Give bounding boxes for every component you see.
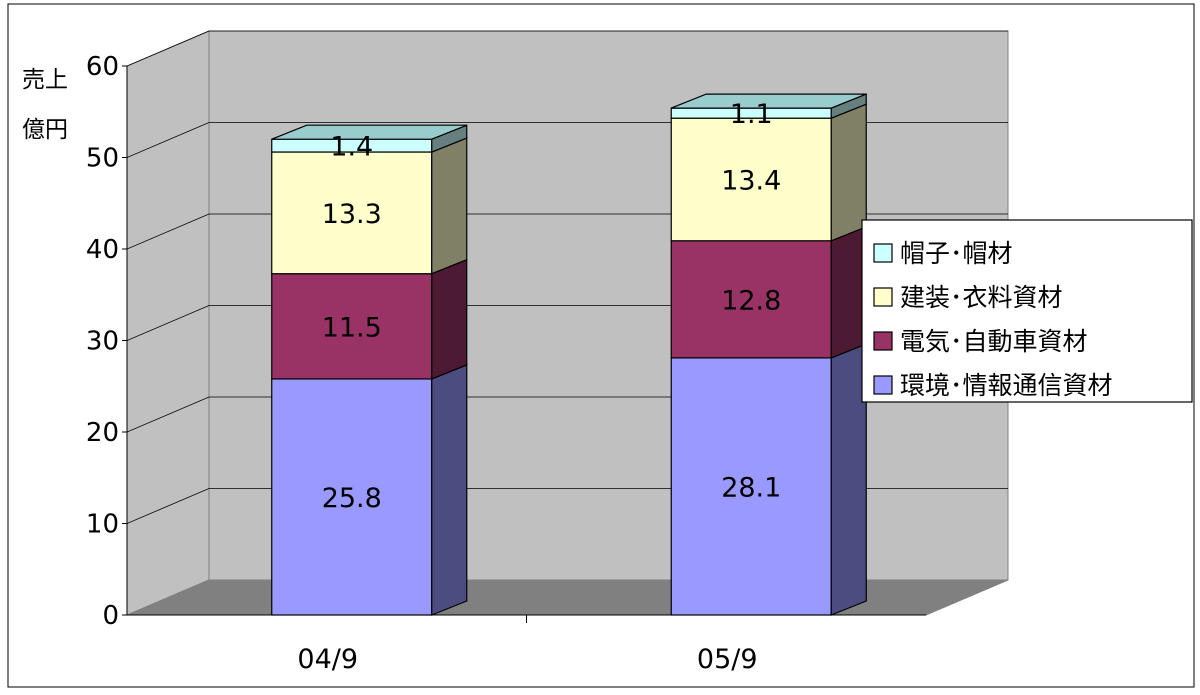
data-label: 1.4 — [330, 132, 373, 163]
bar-segment-side — [431, 364, 468, 616]
data-label: 28.1 — [721, 472, 781, 503]
bar-segment — [670, 357, 832, 616]
data-label: 13.3 — [322, 199, 382, 230]
floor — [126, 579, 1009, 616]
bar-segment — [670, 117, 832, 242]
data-label: 13.4 — [721, 165, 781, 196]
bar-segment — [670, 240, 832, 359]
data-label: 25.8 — [322, 483, 382, 514]
y-tick-label: 40 — [86, 235, 119, 265]
legend-swatch — [873, 243, 893, 263]
y-tick-label: 10 — [86, 510, 119, 540]
bar-segment-side — [830, 103, 867, 242]
bar-segment-side — [830, 225, 867, 359]
bar-segment — [271, 378, 433, 616]
bars — [271, 93, 867, 616]
bar-top — [671, 93, 867, 109]
data-label: 12.8 — [721, 285, 781, 316]
legend-swatch — [873, 331, 893, 351]
legend-entry-label: 電気･自動車資材 — [900, 327, 1088, 356]
x-tick-label: 04/9 — [297, 644, 358, 675]
legend-entry-label: 建装･衣料資材 — [900, 283, 1063, 312]
y-axis-title: 売上 — [22, 67, 68, 93]
bar-top — [271, 124, 467, 140]
bar-segment-side — [830, 342, 867, 616]
legend-entry-label: 環境･情報通信資材 — [900, 371, 1113, 400]
data-label: 1.1 — [730, 99, 773, 130]
y-tick-label: 20 — [86, 418, 119, 448]
legend-swatch — [873, 287, 893, 307]
y-tick-label: 60 — [86, 52, 119, 82]
gridline — [126, 30, 1008, 67]
data-labels: 25.8 11.5 13.3 1.4 28.1 12.8 13.4 1.1 — [322, 99, 782, 514]
bar-segment-side — [431, 258, 468, 380]
legend-box — [861, 219, 1193, 403]
y-tick-label: 50 — [86, 144, 119, 174]
legend-swatch — [873, 375, 893, 395]
bar-segment-side — [431, 137, 468, 275]
y-tick-label: 30 — [86, 327, 119, 357]
data-label: 11.5 — [322, 312, 382, 343]
legend-entry-label: 帽子･帽材 — [900, 239, 1013, 268]
x-tick-label: 05/9 — [697, 644, 758, 675]
y-tick-label: 0 — [102, 601, 119, 631]
y-axis-title: 億円 — [22, 117, 68, 143]
